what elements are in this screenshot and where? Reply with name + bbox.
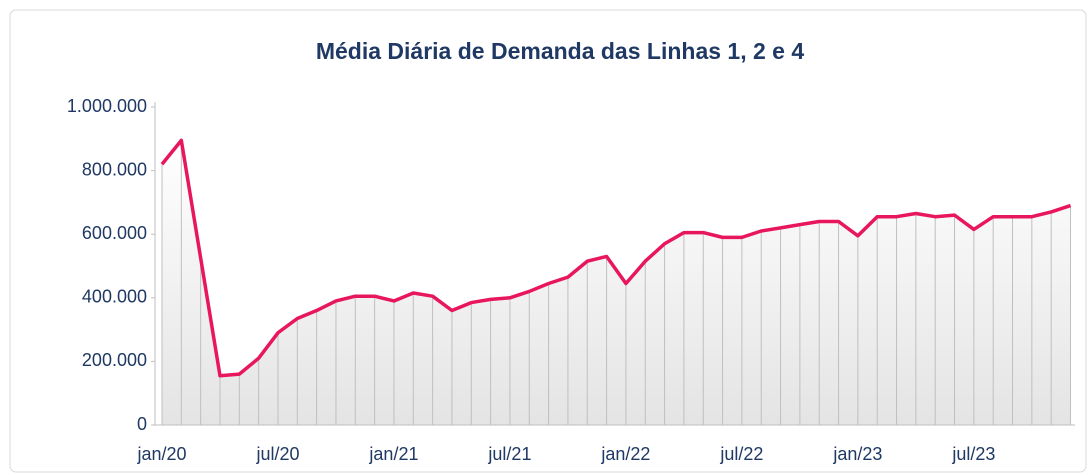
y-tick-label: 1.000.000: [67, 96, 147, 116]
x-tick-label: jan/22: [600, 444, 650, 464]
x-tick-label: jul/20: [255, 444, 299, 464]
data-line: [160, 138, 1072, 378]
x-tick-label: jan/20: [136, 444, 186, 464]
y-tick-label: 600.000: [82, 223, 147, 243]
x-tick-label: jul/23: [951, 444, 995, 464]
x-tick-label: jul/21: [487, 444, 531, 464]
chart-title: Média Diária de Demanda das Linhas 1, 2 …: [316, 38, 805, 64]
x-tick-label: jan/21: [368, 444, 418, 464]
x-tick-label: jul/22: [719, 444, 763, 464]
y-tick-label: 0: [137, 414, 147, 434]
y-tick-label: 800.000: [82, 159, 147, 179]
x-tick-label: jan/23: [832, 444, 882, 464]
y-tick-label: 200.000: [82, 350, 147, 370]
y-tick-label: 400.000: [82, 287, 147, 307]
area-fill: [162, 140, 1071, 425]
